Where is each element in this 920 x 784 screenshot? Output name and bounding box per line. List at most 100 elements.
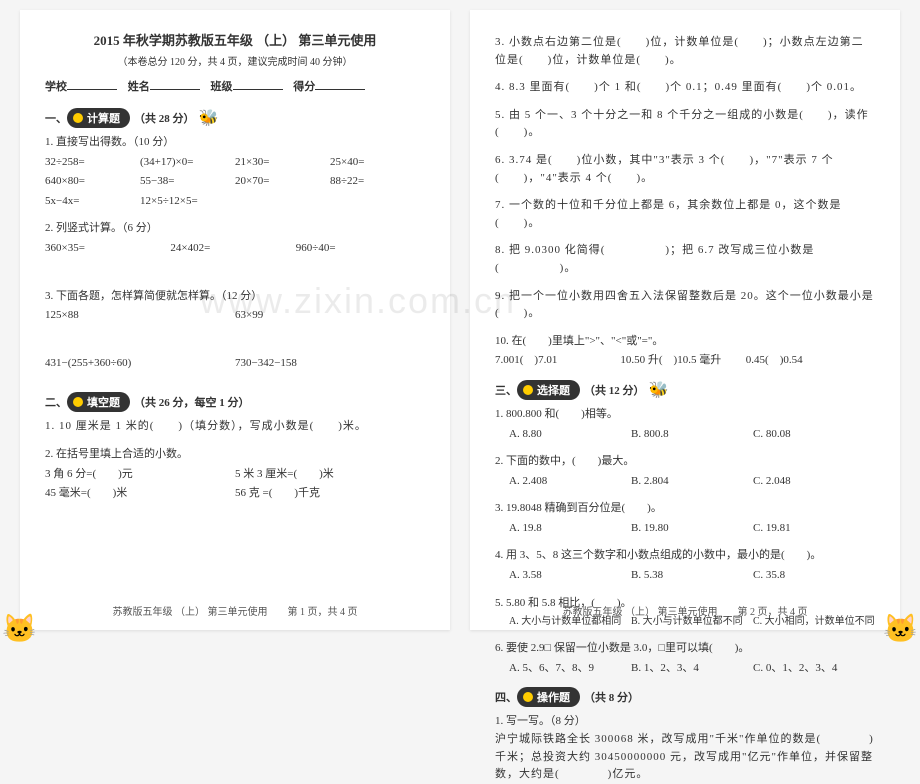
section-1-header: 一、 计算题 （共 28 分） 🐝	[45, 108, 425, 128]
bee-icon: 🐝	[199, 108, 219, 128]
fill-cell: 56 克 =( )千克	[235, 485, 425, 503]
q2-2-title: 2. 在括号里填上合适的小数。	[45, 446, 425, 464]
q2-6: 6. 3.74 是( )位小数，其中"3"表示 3 个( )，"7"表示 7 个…	[495, 152, 875, 187]
student-info-line: 学校 姓名 班级 得分	[45, 78, 425, 94]
opt-b: B. 2.804	[631, 473, 753, 491]
opt-b: B. 800.8	[631, 426, 753, 444]
q3-2-t: 2. 下面的数中，( )最大。	[495, 453, 875, 471]
section-4-num: 四、	[495, 689, 517, 705]
section-3-badge: 选择题	[517, 380, 580, 400]
q4-1-title: 1. 写一写。（8 分）	[495, 713, 875, 731]
q1-3: 3. 下面各题，怎样算简便就怎样算。（12 分） 125×88 63×99 43…	[45, 288, 425, 373]
fill-cell: 5 米 3 厘米=( )米	[235, 466, 425, 484]
calc-cell: 24×402=	[170, 240, 295, 258]
fill-cell: 0.45( )0.54	[746, 352, 871, 370]
q2-7: 7. 一个数的十位和千分位上都是 6，其余数位上都是 0，这个数是( )。	[495, 197, 875, 232]
calc-cell: 55−38=	[140, 173, 235, 191]
opt-b: B. 1、2、3、4	[631, 660, 753, 678]
section-3-num: 三、	[495, 382, 517, 398]
section-4-badge: 操作题	[517, 687, 580, 707]
calc-cell: 20×70=	[235, 173, 330, 191]
fill-cell: 45 毫米=( )米	[45, 485, 235, 503]
name-label: 姓名	[128, 81, 150, 93]
section-2-badge: 填空题	[67, 392, 130, 412]
q1-1: 1. 直接写出得数。（10 分） 32÷258= (34+17)×0= 21×3…	[45, 134, 425, 210]
bee-icon: 🐝	[649, 380, 669, 400]
q4-1: 1. 写一写。（8 分） 沪宁城际铁路全长 300068 米，改写成用"千米"作…	[495, 713, 875, 783]
q4-1-text: 沪宁城际铁路全长 300068 米，改写成用"千米"作单位的数是( )千米；总投…	[495, 731, 875, 784]
q3-3-t: 3. 19.8048 精确到百分位是( )。	[495, 500, 875, 518]
opt-a: A. 19.8	[509, 520, 631, 538]
q2-5: 5. 由 5 个一、3 个十分之一和 8 个千分之一组成的小数是( )，读作( …	[495, 107, 875, 142]
calc-cell: 5x−4x=	[45, 193, 140, 211]
calc-cell: 88÷22=	[330, 173, 425, 191]
school-label: 学校	[45, 81, 67, 93]
section-2-tail: （共 26 分，每空 1 分）	[134, 394, 250, 410]
calc-cell: 431−(255+360÷60)	[45, 355, 235, 373]
q1-3-title: 3. 下面各题，怎样算简便就怎样算。（12 分）	[45, 288, 425, 306]
calc-cell: 960÷40=	[296, 240, 421, 258]
section-1-badge: 计算题	[67, 108, 130, 128]
q2-3: 3. 小数点右边第二位是( )位，计数单位是( )；小数点左边第二位是( )位，…	[495, 34, 875, 69]
calc-cell: 63×99	[235, 307, 425, 325]
calc-cell: 730−342−158	[235, 355, 425, 373]
cat-icon: 🐱	[883, 612, 918, 646]
opt-a: A. 2.408	[509, 473, 631, 491]
opt-a: A. 8.80	[509, 426, 631, 444]
page-2-footer: 苏教版五年级 （上） 第三单元使用 第 2 页，共 4 页	[470, 603, 900, 618]
section-1-num: 一、	[45, 110, 67, 126]
q3-1-t: 1. 800.800 和( )相等。	[495, 406, 875, 424]
q3-1: 1. 800.800 和( )相等。 A. 8.80B. 800.8C. 80.…	[495, 406, 875, 443]
q3-2: 2. 下面的数中，( )最大。 A. 2.408B. 2.804C. 2.048	[495, 453, 875, 490]
q2-9: 9. 把一个一位小数用四舍五入法保留整数后是 20。这个一位小数最小是( )。	[495, 288, 875, 323]
opt-c: C. 0、1、2、3、4	[753, 660, 875, 678]
section-1-tail: （共 28 分）	[134, 110, 195, 126]
opt-c: C. 19.81	[753, 520, 875, 538]
q2-1: 1. 10 厘米是 1 米的( )（填分数），写成小数是( )米。	[45, 418, 425, 436]
q3-3: 3. 19.8048 精确到百分位是( )。 A. 19.8B. 19.80C.…	[495, 500, 875, 537]
opt-b: B. 5.38	[631, 567, 753, 585]
opt-c: C. 2.048	[753, 473, 875, 491]
q3-6: 6. 要使 2.9□ 保留一位小数是 3.0，□里可以填( )。 A. 5、6、…	[495, 640, 875, 677]
opt-b: B. 19.80	[631, 520, 753, 538]
section-2-num: 二、	[45, 394, 67, 410]
class-label: 班级	[211, 81, 233, 93]
fill-cell: 10.50 升( )10.5 毫升	[620, 352, 745, 370]
section-4-header: 四、 操作题 （共 8 分）	[495, 687, 875, 707]
calc-cell: 640×80=	[45, 173, 140, 191]
exam-title: 2015 年秋学期苏教版五年级 （上） 第三单元使用	[45, 30, 425, 49]
q2-4: 4. 8.3 里面有( )个 1 和( )个 0.1；0.49 里面有( )个 …	[495, 79, 875, 97]
q2-2: 2. 在括号里填上合适的小数。 3 角 6 分=( )元 5 米 3 厘米=( …	[45, 446, 425, 503]
score-label: 得分	[293, 81, 315, 93]
page-2: 3. 小数点右边第二位是( )位，计数单位是( )；小数点左边第二位是( )位，…	[470, 10, 900, 630]
fill-cell: 3 角 6 分=( )元	[45, 466, 235, 484]
opt-a: A. 5、6、7、8、9	[509, 660, 631, 678]
calc-cell: 32÷258=	[45, 154, 140, 172]
q2-10-title: 10. 在( )里填上">"、"<"或"="。	[495, 333, 875, 351]
q1-1-title: 1. 直接写出得数。（10 分）	[45, 134, 425, 152]
section-2-header: 二、 填空题 （共 26 分，每空 1 分）	[45, 392, 425, 412]
cat-icon: 🐱	[2, 612, 37, 646]
section-3-tail: （共 12 分）	[584, 382, 645, 398]
q3-6-t: 6. 要使 2.9□ 保留一位小数是 3.0，□里可以填( )。	[495, 640, 875, 658]
calc-cell: 125×88	[45, 307, 235, 325]
page-1-footer: 苏教版五年级 （上） 第三单元使用 第 1 页，共 4 页	[20, 603, 450, 618]
q3-4: 4. 用 3、5、8 这三个数字和小数点组成的小数中，最小的是( )。 A. 3…	[495, 547, 875, 584]
calc-cell: 21×30=	[235, 154, 330, 172]
calc-cell: 12×5÷12×5=	[140, 193, 235, 211]
opt-c: C. 35.8	[753, 567, 875, 585]
q3-4-t: 4. 用 3、5、8 这三个数字和小数点组成的小数中，最小的是( )。	[495, 547, 875, 565]
opt-c: C. 80.08	[753, 426, 875, 444]
calc-cell: 360×35=	[45, 240, 170, 258]
exam-subtitle: （本卷总分 120 分，共 4 页，建议完成时间 40 分钟）	[45, 53, 425, 68]
q2-10: 10. 在( )里填上">"、"<"或"="。 7.001( )7.01 10.…	[495, 333, 875, 370]
section-3-header: 三、 选择题 （共 12 分） 🐝	[495, 380, 875, 400]
page-1: 2015 年秋学期苏教版五年级 （上） 第三单元使用 （本卷总分 120 分，共…	[20, 10, 450, 630]
calc-cell: (34+17)×0=	[140, 154, 235, 172]
q2-8: 8. 把 9.0300 化简得( )；把 6.7 改写成三位小数是( )。	[495, 242, 875, 277]
section-4-tail: （共 8 分）	[584, 689, 639, 705]
opt-a: A. 3.58	[509, 567, 631, 585]
fill-cell: 7.001( )7.01	[495, 352, 620, 370]
q1-2-title: 2. 列竖式计算。（6 分）	[45, 220, 425, 238]
q1-2: 2. 列竖式计算。（6 分） 360×35= 24×402= 960÷40=	[45, 220, 425, 257]
